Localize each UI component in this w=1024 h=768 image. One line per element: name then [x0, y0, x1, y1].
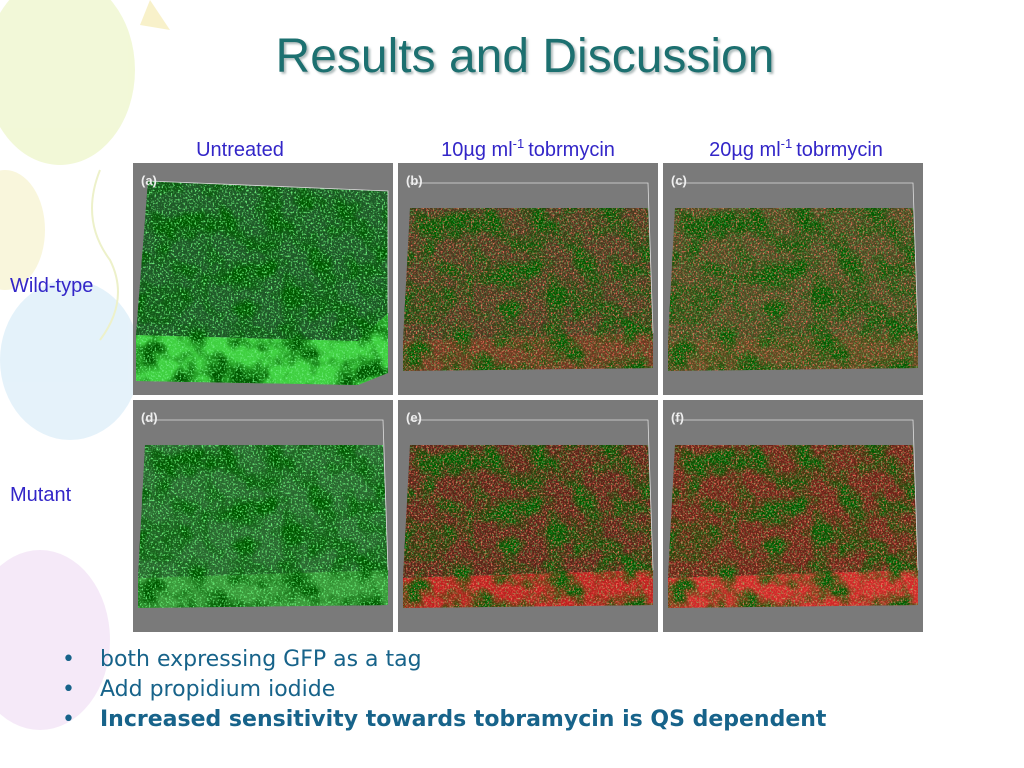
column-header: Untreated [196, 139, 284, 161]
bullet-text: both expressing GFP as a tag [100, 647, 422, 672]
micrograph: (c) [663, 163, 923, 395]
bounding-box [410, 182, 654, 334]
superscript: -1 [781, 136, 793, 151]
row-label: Mutant [10, 484, 72, 506]
micrograph: (f) [663, 400, 923, 632]
texture [403, 445, 653, 608]
texture [138, 445, 388, 608]
panel-label: (c) [671, 173, 687, 188]
panel-label: (e) [406, 410, 422, 425]
texture [403, 208, 653, 371]
bullet-list: • both expressing GFP as a tag • Add pro… [62, 647, 827, 732]
column-text: 10µg ml [441, 139, 513, 161]
column-text: Untreated [196, 139, 284, 161]
figure: (a) (b) (c) (d) (e) (f) [133, 163, 923, 632]
bounding-box [145, 419, 389, 571]
column-text: tobrmycin [796, 139, 883, 161]
bounding-box [675, 419, 919, 571]
column-text: tobrmycin [528, 139, 615, 161]
panel-label: (b) [406, 173, 423, 188]
balloons [0, 0, 170, 730]
texture [668, 445, 918, 608]
panel-label: (a) [141, 173, 157, 188]
micrograph: (b) [398, 163, 658, 395]
bounding-box [147, 180, 389, 313]
micrograph: (d) [133, 400, 393, 632]
bullet: • [62, 647, 75, 672]
column-header: 20µg ml-1 tobrmycin [709, 136, 883, 161]
column-text: 20µg ml [709, 139, 781, 161]
bullet: • [62, 677, 75, 702]
bullet-text: Add propidium iodide [100, 677, 335, 702]
bounding-box [410, 419, 654, 571]
column-header: 10µg ml-1 tobrmycin [441, 136, 615, 161]
bullet: • [62, 707, 75, 732]
bullet-text: Increased sensitivity towards tobramycin… [100, 707, 827, 732]
panel-label: (f) [671, 410, 684, 425]
row-label: Wild-type [10, 275, 93, 297]
texture [136, 181, 388, 385]
bounding-box [675, 182, 919, 334]
slide-title: Results and Discussion [276, 30, 775, 83]
panel-label: (d) [141, 410, 158, 425]
superscript: -1 [513, 136, 525, 151]
micrograph: (a) [133, 163, 393, 395]
micrograph: (e) [398, 400, 658, 632]
texture [668, 208, 918, 371]
